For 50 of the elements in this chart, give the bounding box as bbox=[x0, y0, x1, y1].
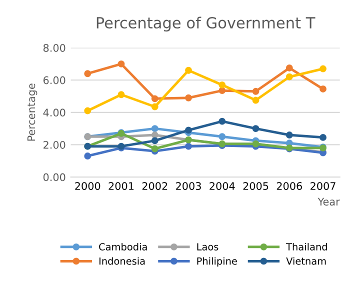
legend-label: Cambodia bbox=[99, 242, 147, 250]
legend-label: Philipine bbox=[197, 257, 237, 267]
point bbox=[151, 103, 158, 110]
y-tick-label: 2.00 bbox=[44, 140, 66, 149]
y-tick-label: 4.00 bbox=[43, 108, 66, 117]
point bbox=[218, 133, 226, 140]
point bbox=[286, 64, 293, 72]
x-tick-label: 2002 bbox=[142, 182, 168, 190]
x-tick-label: 2006 bbox=[276, 182, 302, 190]
legend-label: Thailand bbox=[286, 242, 327, 250]
y-tick-label: 0.00 bbox=[43, 173, 66, 182]
point bbox=[320, 65, 326, 72]
point bbox=[84, 107, 92, 114]
point bbox=[286, 132, 293, 138]
point bbox=[185, 126, 192, 134]
point bbox=[320, 86, 326, 92]
point bbox=[320, 134, 326, 141]
legend-label: Laos bbox=[197, 243, 218, 250]
point bbox=[218, 87, 226, 94]
point bbox=[218, 118, 226, 125]
point bbox=[185, 142, 192, 150]
y-tick-label: 8.00 bbox=[43, 44, 66, 52]
point bbox=[118, 91, 125, 98]
chart-title: Percentage of Government T bbox=[96, 16, 316, 32]
point bbox=[218, 81, 226, 88]
legend-label: Vietnam bbox=[286, 257, 326, 265]
point bbox=[252, 125, 260, 132]
x-tick-label: 2003 bbox=[176, 182, 201, 190]
point bbox=[151, 95, 158, 102]
x-tick-label: 2001 bbox=[108, 182, 134, 190]
point bbox=[151, 145, 158, 152]
y-axis-title: Percentage bbox=[27, 84, 38, 141]
point bbox=[286, 73, 293, 80]
point bbox=[84, 152, 92, 160]
point bbox=[185, 94, 192, 102]
point bbox=[151, 125, 158, 132]
legend-label: Indonesia bbox=[99, 257, 145, 265]
point bbox=[185, 66, 192, 74]
x-tick-label: 2004 bbox=[210, 182, 235, 190]
x-tick-label: 2005 bbox=[243, 182, 268, 190]
x-axis-title: Year bbox=[318, 198, 340, 206]
y-tick-label: 6.00 bbox=[43, 76, 66, 84]
x-tick-label: 2000 bbox=[75, 182, 100, 190]
point bbox=[151, 137, 158, 144]
point bbox=[252, 88, 260, 95]
point bbox=[118, 60, 125, 68]
x-tick-label: 2007 bbox=[310, 182, 336, 190]
point bbox=[151, 132, 158, 138]
point bbox=[252, 96, 260, 104]
point bbox=[84, 70, 92, 78]
